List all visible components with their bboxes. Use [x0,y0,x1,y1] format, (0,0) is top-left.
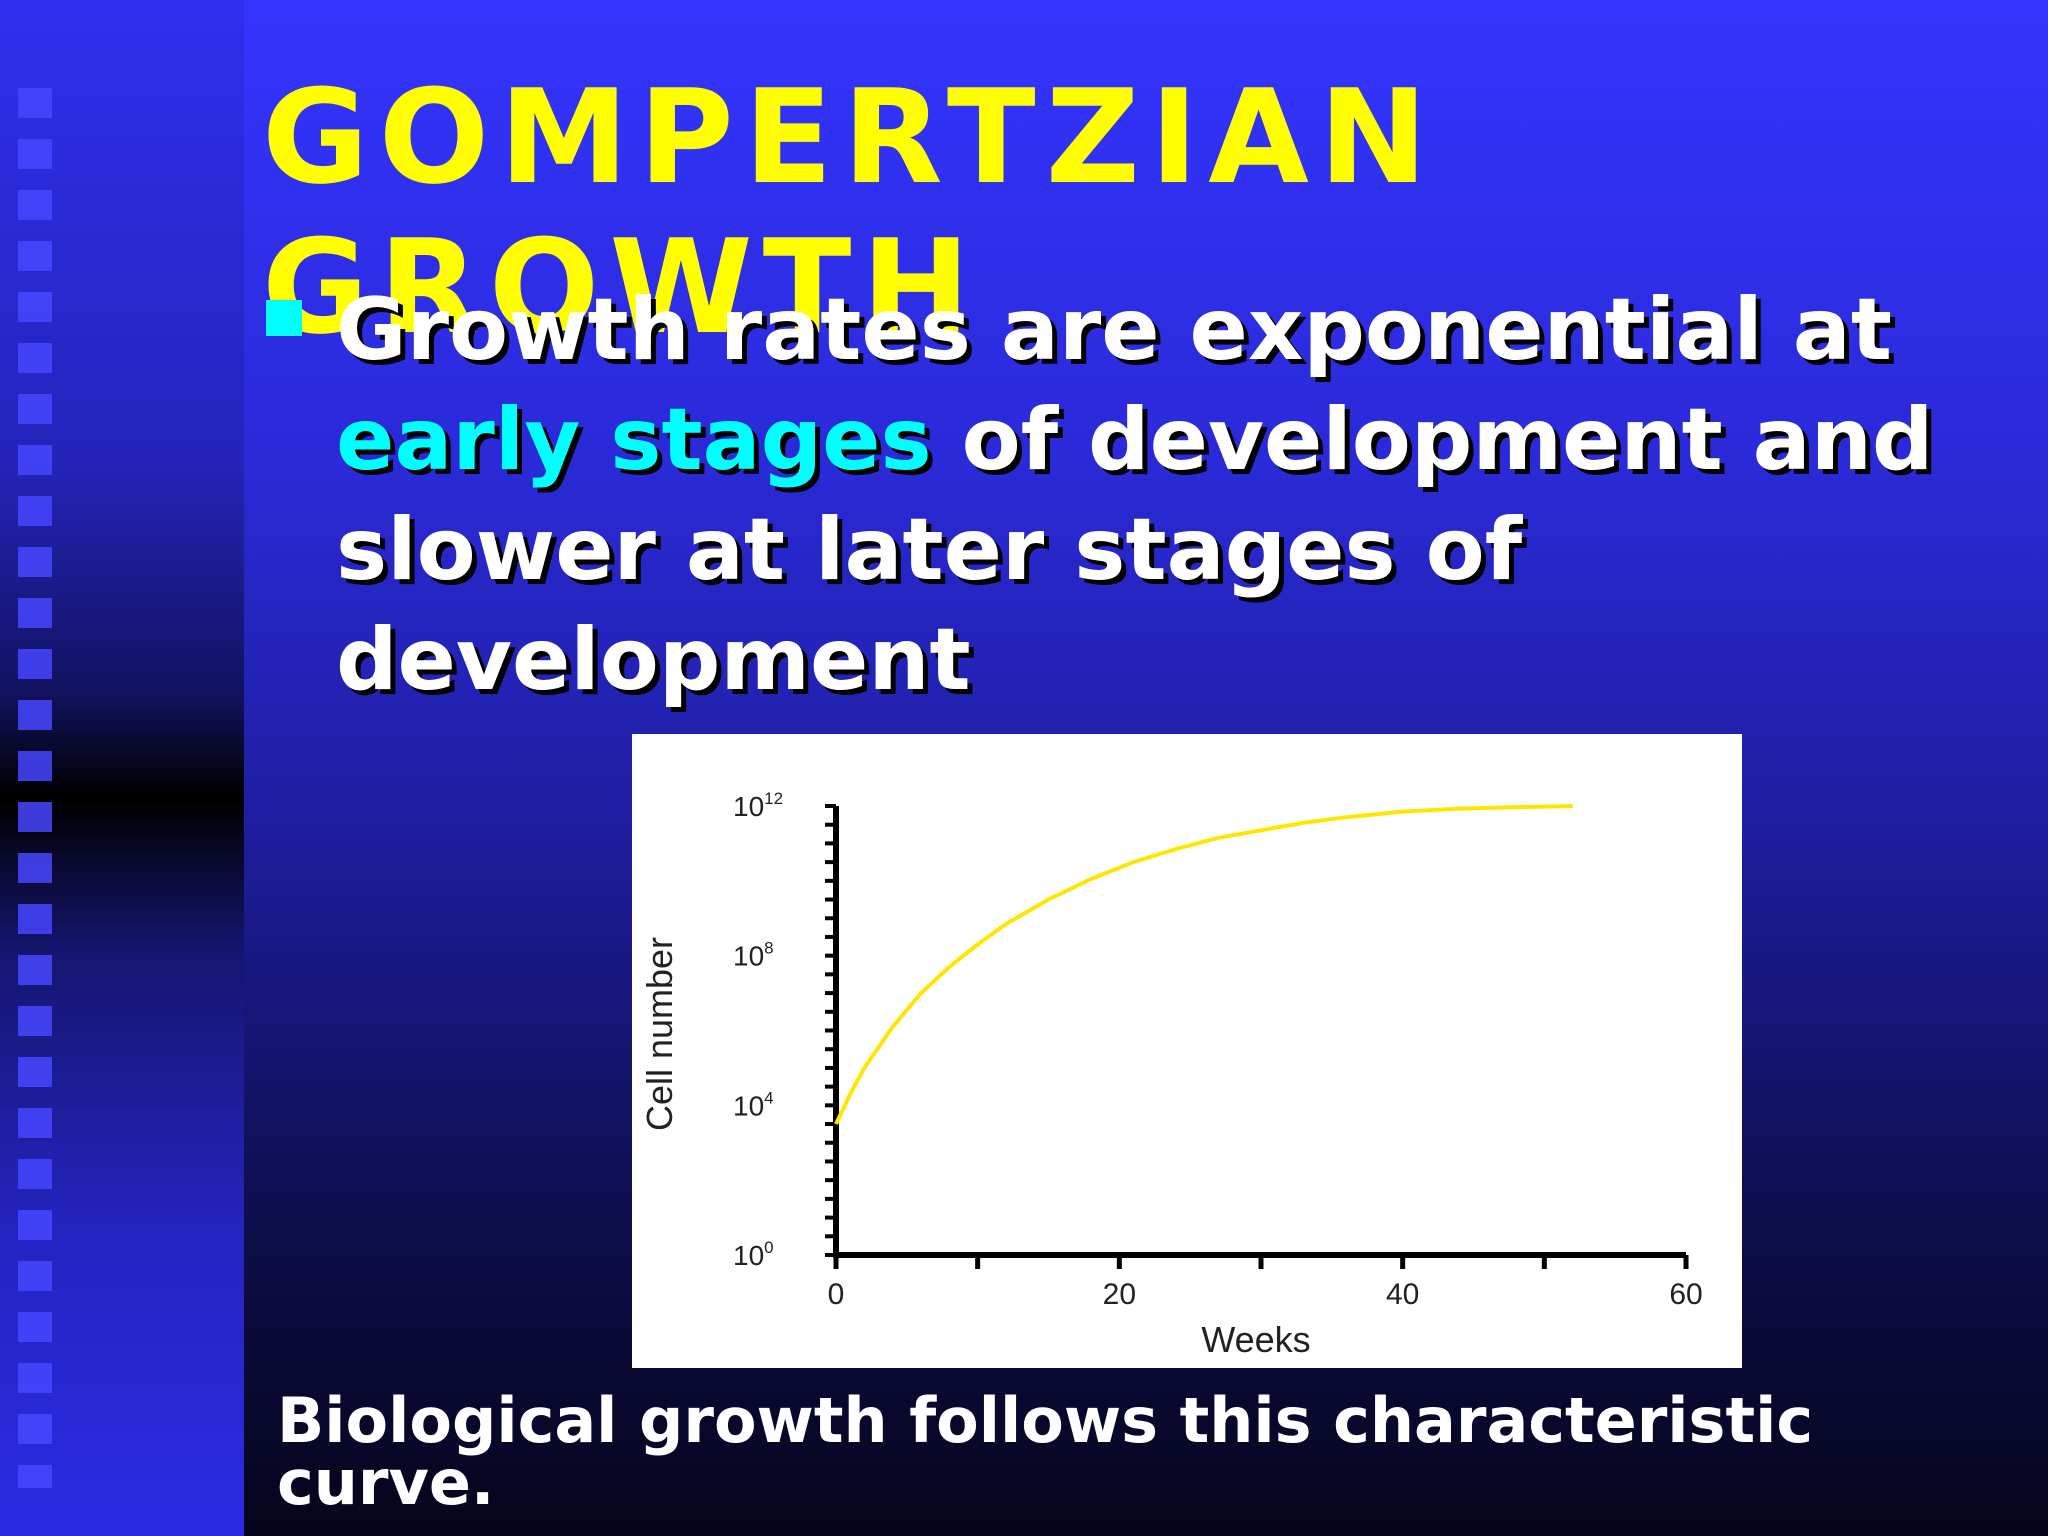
y-tick-label: 108 [733,939,774,972]
x-tick-label: 40 [1386,1278,1419,1311]
bullet-marker [266,300,302,336]
bullet-text-part2: of development and slower at later stage… [336,390,1934,710]
bullet-text-part1: Growth rates are exponential at [336,280,1892,380]
x-tick-labels: 0 20 40 60 [828,1278,1703,1311]
y-tick-exponent: 8 [764,939,773,958]
y-tick-exponent: 4 [764,1088,773,1107]
y-tick-label: 104 [733,1088,774,1121]
chart-panel: 100 104 108 1012 0 20 40 60 Cell number Weeks [632,734,1742,1368]
slide-title: GOMPERTZIAN GROWTH [262,61,1438,363]
decorative-squares [18,88,52,1488]
caption: Biological growth follows this character… [277,1384,1814,1519]
y-tick-label: 1012 [733,789,783,822]
left-decorative-strip [0,0,244,1536]
y-tick-exponent: 12 [764,789,783,808]
growth-curve [834,804,1573,1125]
x-tick-label: 0 [828,1278,845,1311]
x-axis-label: Weeks [1201,1319,1310,1360]
bullet-text: Growth rates are exponential at early st… [336,275,2036,715]
y-tick-labels: 100 104 108 1012 [733,789,783,1271]
y-tick-exponent: 0 [764,1238,773,1257]
y-axis-label: Cell number [639,937,680,1131]
x-tick-label: 20 [1103,1278,1136,1311]
x-tick-label: 60 [1669,1278,1702,1311]
y-tick-label: 100 [733,1238,774,1271]
bullet-highlight: early stages [336,390,932,490]
